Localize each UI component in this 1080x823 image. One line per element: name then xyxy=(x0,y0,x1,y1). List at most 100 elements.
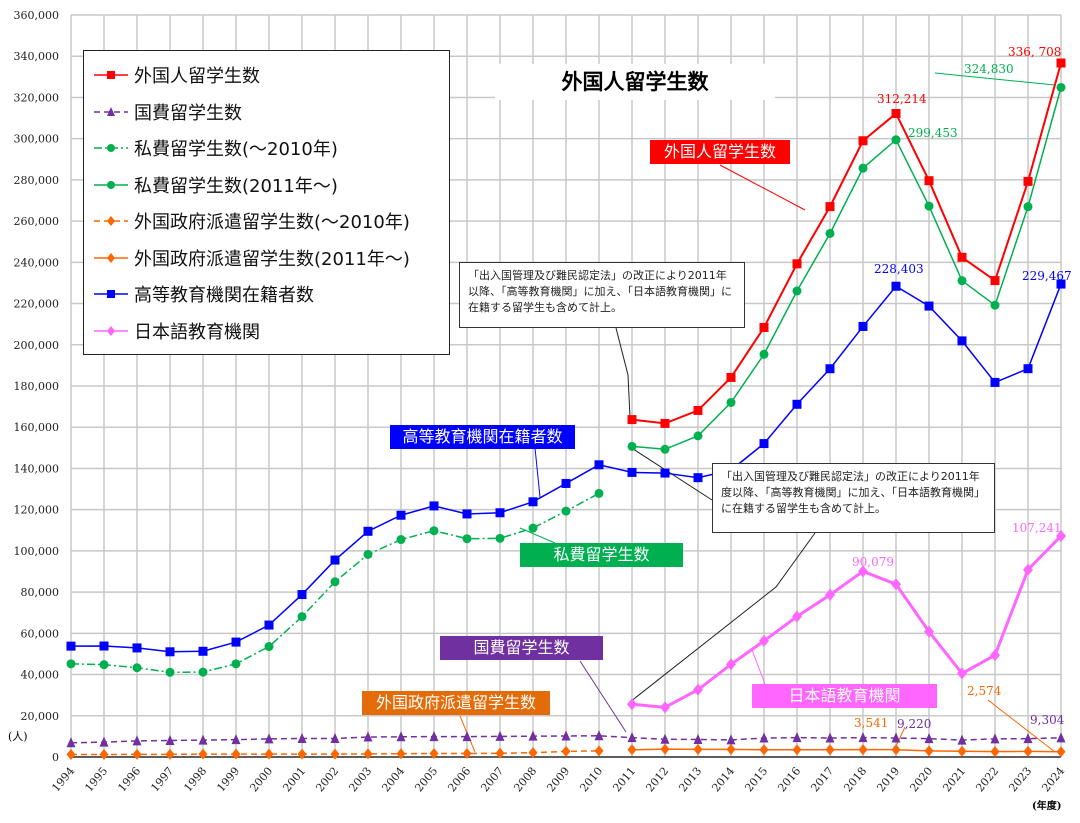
data-point xyxy=(231,659,241,669)
data-point xyxy=(858,321,868,331)
y-tick-label: 140,000 xyxy=(14,462,60,475)
tag-total: 外国人留学生数 xyxy=(650,140,790,164)
data-point xyxy=(957,667,967,680)
legend-label: 外国政府派遣留学生数(2011年～) xyxy=(134,248,410,270)
data-point xyxy=(759,349,769,359)
data-point xyxy=(792,732,802,743)
x-tick-label: 2018 xyxy=(841,765,869,795)
legend-item: 高等教育機関在籍者数 xyxy=(94,276,439,313)
data-point xyxy=(726,397,736,407)
y-tick-label: 320,000 xyxy=(14,91,60,104)
data-point xyxy=(132,663,142,673)
data-point xyxy=(198,734,208,745)
data-point xyxy=(165,748,175,760)
x-tick-label: 2001 xyxy=(280,765,308,795)
data-point xyxy=(165,647,175,657)
data-point xyxy=(363,549,373,559)
data-point xyxy=(627,415,637,425)
data-point xyxy=(99,749,109,761)
data-point xyxy=(594,745,604,757)
x-tick-label: 2007 xyxy=(478,765,506,795)
data-point xyxy=(825,364,835,374)
data-point xyxy=(198,748,208,760)
data-point xyxy=(528,747,538,759)
legend-swatch xyxy=(94,290,128,299)
data-point xyxy=(330,555,340,565)
data-point xyxy=(1023,176,1033,186)
chart-title: 外国人留学生数 xyxy=(495,64,775,100)
data-point xyxy=(990,746,1000,758)
tag-foreign-gov: 外国政府派遣留学生数 xyxy=(362,691,550,715)
data-point xyxy=(1056,82,1066,92)
data-point xyxy=(99,641,109,651)
x-tick-label: 2020 xyxy=(907,765,935,795)
x-tick-label: 1995 xyxy=(82,765,110,795)
x-tick-label: 2022 xyxy=(973,765,1001,795)
data-point xyxy=(429,526,439,536)
data-point xyxy=(495,730,505,741)
data-point xyxy=(561,745,571,757)
data-point xyxy=(957,252,967,262)
data-point xyxy=(858,732,868,743)
data-point xyxy=(693,683,703,696)
data-point xyxy=(231,748,241,760)
data-point xyxy=(726,372,736,382)
x-tick-label: 2017 xyxy=(808,765,836,795)
y-tick-label: 360,000 xyxy=(14,9,60,22)
x-tick-label: 1994 xyxy=(49,765,77,795)
data-point xyxy=(297,748,307,760)
data-point xyxy=(264,620,274,630)
leader-line xyxy=(579,660,627,733)
x-tick-label: 1997 xyxy=(148,765,176,795)
legend-swatch xyxy=(94,252,128,263)
x-tick-label: 2014 xyxy=(709,765,737,795)
x-tick-label: 2019 xyxy=(874,765,902,795)
y-tick-label: 80,000 xyxy=(21,586,60,599)
y-tick-label: 60,000 xyxy=(21,627,60,640)
note-2: 「出入国管理及び難民認定法」の改正により2011年度以降、「高等教育機関」に加え… xyxy=(712,463,995,533)
data-point xyxy=(107,252,115,263)
data-point xyxy=(363,526,373,536)
data-label: 90,079 xyxy=(852,555,894,569)
data-point xyxy=(594,488,604,498)
data-point xyxy=(858,744,868,756)
data-point xyxy=(396,510,406,520)
data-point xyxy=(891,578,901,591)
note-leader xyxy=(615,327,631,418)
data-point xyxy=(924,733,934,744)
series-line xyxy=(66,488,604,677)
data-point xyxy=(132,735,142,746)
series-line xyxy=(627,82,1066,454)
data-point xyxy=(957,734,967,745)
data-point xyxy=(594,460,604,470)
data-point xyxy=(792,399,802,409)
series-path xyxy=(631,87,1062,451)
data-point xyxy=(891,135,901,145)
data-point xyxy=(957,745,967,757)
data-point xyxy=(429,501,439,511)
data-point xyxy=(107,290,115,299)
x-tick-label: 2023 xyxy=(1006,765,1034,795)
data-point xyxy=(1023,745,1033,757)
data-point xyxy=(825,228,835,238)
data-point xyxy=(627,467,637,477)
data-point xyxy=(858,163,868,173)
data-point xyxy=(1056,529,1066,542)
data-point xyxy=(107,216,115,227)
data-point xyxy=(924,745,934,757)
data-point xyxy=(660,743,670,755)
series-path xyxy=(631,534,1063,709)
data-point xyxy=(264,748,274,760)
y-tick-label: 340,000 xyxy=(14,50,60,63)
legend-item: 外国政府派遣留学生数(2011年～) xyxy=(94,240,439,277)
data-point xyxy=(528,730,538,741)
legend-swatch xyxy=(94,106,128,116)
data-point xyxy=(792,610,802,623)
data-point xyxy=(825,744,835,756)
data-point xyxy=(990,649,1000,662)
data-label: 312,214 xyxy=(877,92,927,106)
data-point xyxy=(759,634,769,647)
data-point xyxy=(297,612,307,622)
y-tick-label: 20,000 xyxy=(21,710,60,723)
